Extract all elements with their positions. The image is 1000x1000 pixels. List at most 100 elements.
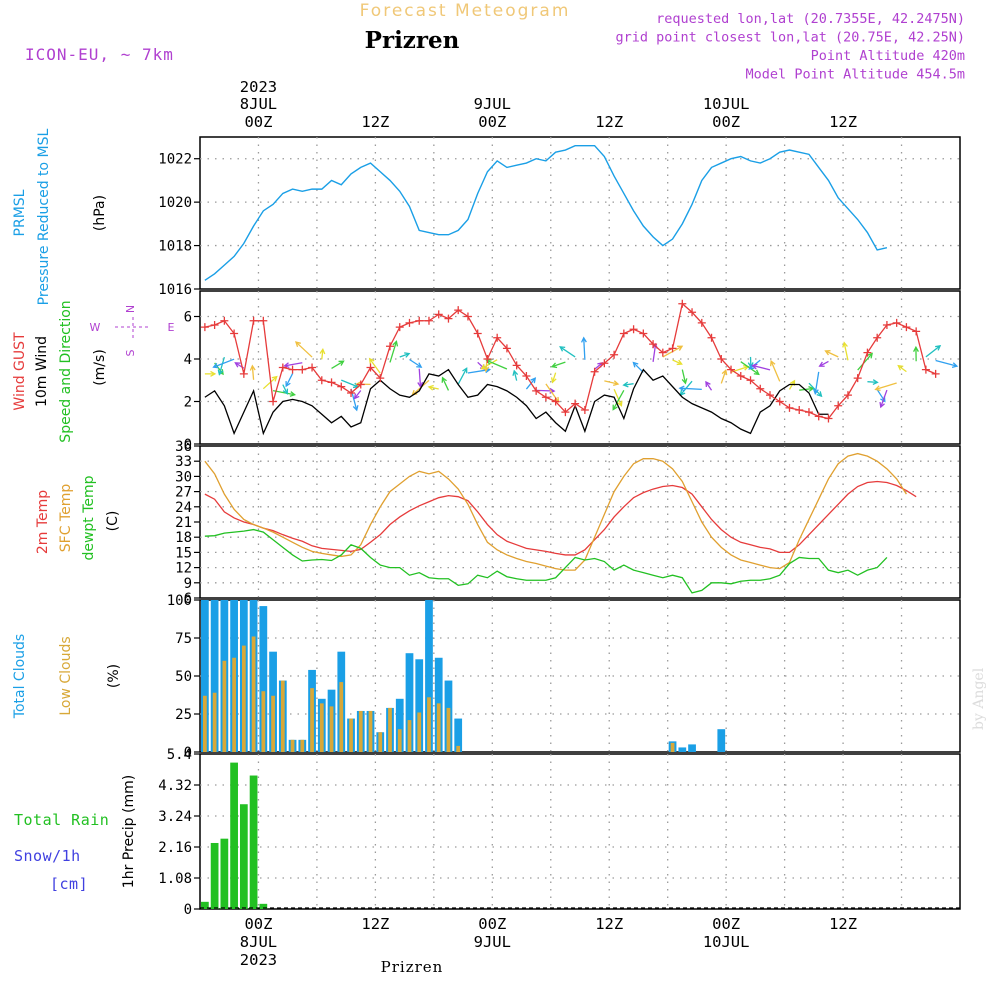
y-tick-label: 36 <box>175 439 192 455</box>
wind-arrow-head <box>271 375 278 382</box>
wind-arrow <box>213 358 235 368</box>
gust-marker <box>610 350 619 359</box>
wind-arrow <box>681 369 687 384</box>
wind-arrow-head <box>872 379 879 386</box>
wind-arrow <box>808 382 822 397</box>
time-label-hour: 12Z <box>595 915 623 933</box>
time-label-date: 10JUL <box>703 95 750 113</box>
panel-label-total-clouds: Total Clouds <box>12 634 28 719</box>
series-temp2m-line <box>204 480 917 556</box>
wind-arrow-head <box>210 370 217 377</box>
y-tick-label: 24 <box>175 500 192 516</box>
wind-arrow <box>282 384 288 394</box>
gust-marker <box>483 355 492 363</box>
wind-arrow-head <box>753 369 760 376</box>
footer-location: Prizren <box>381 958 444 976</box>
time-label-hour: 00Z <box>244 915 272 933</box>
panel-frame <box>199 753 961 910</box>
wind-arrow <box>843 342 849 361</box>
low-cloud-bar <box>427 697 431 752</box>
wind-arrow-head <box>812 388 819 395</box>
wind-arrow <box>284 362 303 367</box>
wind-arrow-head <box>530 377 537 384</box>
gust-marker <box>863 348 872 357</box>
wind-arrow <box>604 380 619 385</box>
low-cloud-bar <box>310 688 314 752</box>
gust-marker <box>824 414 833 423</box>
wind-arrow-head <box>294 341 301 348</box>
y-tick-label: 15 <box>175 545 192 561</box>
panel-pressure: 1016 1018 1020 1022 PRMSL Pressure Reduced to… <box>12 128 961 305</box>
total-cloud-bar <box>210 600 219 752</box>
gust-marker <box>668 344 677 353</box>
total-cloud-bar <box>201 600 209 752</box>
gust-marker <box>727 365 736 374</box>
gust-marker <box>717 355 726 363</box>
low-cloud-bar <box>388 707 392 752</box>
low-cloud-bar <box>436 703 441 752</box>
gust-marker <box>795 406 804 414</box>
y-tick-label: 1022 <box>158 152 192 168</box>
low-cloud-bar <box>349 718 353 752</box>
wind-arrow <box>819 360 829 367</box>
wind-arrow <box>418 368 422 387</box>
compass-n: N <box>124 305 137 313</box>
wind-arrow-head <box>550 362 558 369</box>
y-tick-label: 4.32 <box>158 778 192 794</box>
y-tick-label: 2 <box>184 395 192 411</box>
gust-marker <box>512 361 521 370</box>
wind-arrow-head <box>338 360 345 366</box>
gust-marker <box>785 403 794 412</box>
wind-arrow-head <box>427 384 434 391</box>
low-cloud-bar <box>300 739 305 752</box>
wind-arrow <box>875 382 897 391</box>
wind-arrow <box>613 388 623 406</box>
low-cloud-bar <box>222 660 227 752</box>
y-tick-label: 18 <box>175 530 192 546</box>
info-line: Point Altitude 420m <box>811 48 965 64</box>
wind-arrow <box>399 353 410 358</box>
panel-label-rain: Total Rain <box>14 811 109 829</box>
low-cloud-bar <box>378 732 383 752</box>
gust-marker <box>766 391 774 400</box>
gust-marker <box>775 397 784 406</box>
panel-clouds: 0 25 50 75 100 Total Clouds Low Clouds (%) <box>12 593 961 761</box>
series-sfc-line <box>204 452 907 571</box>
gust-marker <box>746 376 755 385</box>
gust-marker <box>278 363 287 372</box>
wind-arrow <box>251 365 255 380</box>
wind-arrow <box>925 345 941 358</box>
gust-marker <box>200 323 209 332</box>
series-dewpt-line <box>204 528 888 594</box>
gust-marker <box>814 412 823 421</box>
wind-arrow <box>672 359 682 365</box>
panel-unit: (m/s) <box>92 349 108 386</box>
wind-arrow <box>583 337 586 360</box>
low-cloud-bar <box>251 636 256 752</box>
total-cloud-bar <box>678 747 687 752</box>
gust-marker <box>239 369 248 378</box>
low-cloud-bar <box>417 712 422 752</box>
low-cloud-bar <box>280 680 285 752</box>
panel-unit: 1hr Precip (mm) <box>121 775 137 888</box>
gust-marker <box>337 382 346 391</box>
time-label-hour: 12Z <box>595 113 623 131</box>
wind-arrow-head <box>816 391 823 398</box>
y-tick-label: 4 <box>184 352 192 368</box>
wind-arrow <box>720 370 727 384</box>
wind-arrow-head <box>289 391 297 397</box>
wind-arrow-head <box>751 363 758 370</box>
gust-marker <box>678 299 687 308</box>
wind-arrow <box>857 353 873 371</box>
low-cloud-bar <box>446 707 451 752</box>
time-label-hour: 00Z <box>712 113 740 131</box>
panel-unit: (hPa) <box>92 195 108 231</box>
low-cloud-bar <box>212 692 217 752</box>
wind-arrow-head <box>677 345 684 351</box>
panel-wind: 0 2 4 6 Wind GUST 10m Wind Speed and Direction… <box>12 290 961 453</box>
rain-bar <box>259 903 268 909</box>
gust-marker <box>551 397 560 406</box>
gust-marker <box>912 327 921 336</box>
wind-arrow <box>825 350 839 358</box>
